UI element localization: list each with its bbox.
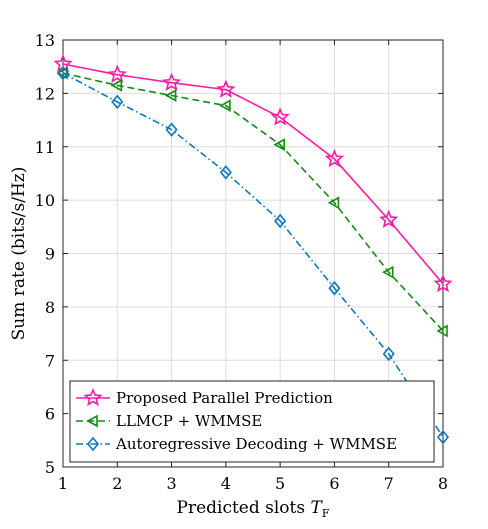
y-tick-label: 13 — [35, 31, 55, 50]
series-3-point — [382, 346, 395, 362]
series-2-point — [273, 138, 285, 151]
series-1 — [53, 53, 453, 293]
series-3-point — [165, 122, 178, 137]
x-axis-label-subscript: F — [322, 507, 330, 520]
series-2 — [56, 66, 448, 338]
y-tick-label: 5 — [45, 458, 55, 477]
legend-box — [69, 380, 435, 463]
y-tick-label: 6 — [45, 405, 55, 424]
series-1-point — [107, 64, 127, 83]
x-tick-label: 2 — [112, 474, 122, 493]
x-tick-label: 6 — [329, 474, 339, 493]
series-1-point — [216, 79, 236, 98]
series-3-point — [436, 429, 450, 445]
legend-label-1: Proposed Parallel Prediction — [116, 389, 333, 407]
series-1-point — [324, 148, 345, 168]
series-2-point — [382, 265, 394, 279]
y-tick-label: 11 — [35, 138, 55, 157]
y-tick-label: 7 — [45, 351, 55, 370]
series-1-point — [270, 107, 290, 126]
y-tick-label: 8 — [45, 298, 55, 317]
series-2-point — [110, 79, 123, 92]
legend-label-2: LLMCP + WMMSE — [116, 412, 262, 430]
series-3-point — [111, 94, 124, 110]
series-2-point — [327, 196, 340, 210]
axes — [62, 39, 444, 468]
series-1-line — [62, 63, 444, 285]
legend-label-3: Autoregressive Decoding + WMMSE — [115, 435, 397, 453]
y-tick-label: 12 — [35, 84, 55, 103]
y-tick-label: 10 — [35, 191, 55, 210]
y-tick-label: 9 — [45, 245, 55, 264]
x-tick-label: 5 — [275, 474, 285, 493]
series-3-point — [56, 65, 70, 81]
series-3-point — [274, 213, 287, 229]
series-2-line — [62, 72, 444, 332]
x-tick-label: 4 — [221, 474, 231, 493]
series-2-point — [436, 324, 448, 338]
series-1-point — [433, 273, 453, 293]
data-series — [53, 53, 453, 445]
series-3-point — [219, 165, 232, 180]
legend: Proposed Parallel Prediction LLMCP + WMMS… — [69, 380, 435, 463]
x-tick-label: 8 — [438, 474, 448, 493]
series-3 — [56, 65, 450, 445]
x-axis-label-symbol: T — [311, 498, 324, 518]
series-1-point — [379, 209, 399, 229]
series-2-point — [164, 89, 177, 102]
series-2-point — [219, 99, 231, 113]
y-axis-label: Sum rate (bits/s/Hz) — [9, 167, 29, 341]
legend-marker-1 — [83, 387, 103, 407]
legend-marker-3 — [86, 436, 100, 452]
series-1-point — [161, 72, 182, 91]
x-axis-label-text: Predicted slots — [177, 498, 311, 518]
x-tick-label: 7 — [384, 474, 394, 493]
x-tick-label: 1 — [58, 474, 68, 493]
series-3-point — [328, 280, 341, 296]
legend-marker-2 — [86, 414, 98, 428]
x-axis-label: Predicted slots TF — [177, 498, 330, 520]
x-tick-label: 3 — [166, 474, 176, 493]
series-3-line — [62, 72, 444, 438]
